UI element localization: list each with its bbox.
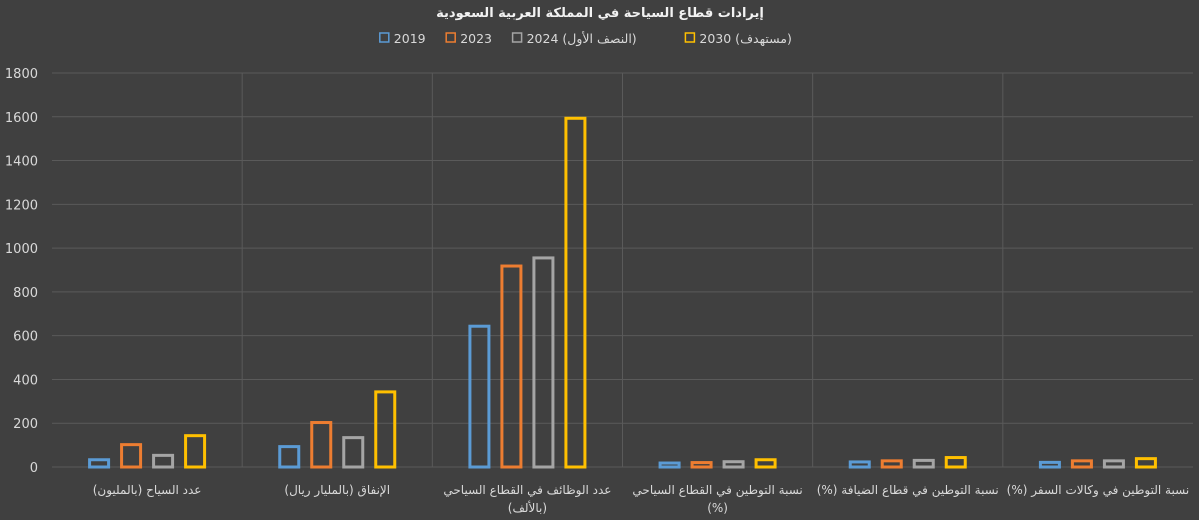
bar-2023-cat2 [310,421,333,469]
y-tick-label: 200 [13,417,38,432]
bar-2019-cat1 [88,458,111,469]
legend-label: 2024 (النصف الأول) [527,31,637,47]
bar-2030-cat1 [184,434,207,469]
bar-2024-cat2 [342,436,365,469]
bar-2024-cat4 [722,460,745,469]
y-axis: 0 200 400 600 800 1000 1200 1400 1600 1800 [5,67,38,476]
y-tick-label: 800 [13,286,38,301]
legend-swatch [445,32,456,43]
bar-2019-cat3 [468,324,491,469]
y-tick-label: 600 [13,330,38,345]
bar-2030-cat2 [374,390,397,469]
legend-item: 2030 (مستهدف) [684,31,792,47]
legend-label: 2030 (مستهدف) [699,31,791,47]
bar-2023-cat3 [500,264,523,469]
bar-2023-cat1 [120,443,143,469]
x-category-label: نسبة التوطين في وكالات السفر (%) [1007,483,1189,498]
y-tick-label: 0 [30,461,38,476]
x-category-label: (%) [707,501,728,515]
legend-item: 2024 (النصف الأول) [511,31,637,47]
x-category-label: عدد الوظائف في القطاع السياحي [443,483,611,498]
bar-2030-cat5 [944,456,967,469]
legend-label: 2023 [460,31,492,46]
y-tick-label: 1400 [5,155,38,170]
legend-swatch [684,32,696,43]
y-tick-label: 1800 [5,67,38,82]
bar-2024-cat3 [532,256,555,469]
gridlines [52,72,1193,468]
legend-label: 2019 [394,31,426,46]
y-tick-label: 400 [13,373,38,388]
bar-2030-cat6 [1134,457,1157,469]
legend-item: 2019 [379,31,426,46]
y-tick-label: 1600 [5,111,38,126]
x-category-label: (بالألف) [508,500,547,515]
y-tick-label: 1000 [5,242,38,257]
bar-2024-cat5 [912,458,935,469]
bar-2019-cat6 [1038,460,1061,469]
chart-title: إيرادات قطاع السياحة في المملكة العربية … [436,6,764,21]
x-category-label: نسبة التوطين في قطاع الضيافة (%) [817,483,999,498]
bar-2023-cat5 [880,459,903,469]
legend-item: 2023 [445,31,492,46]
legend: 2019 2023 2024 (النصف الأول) 2030 (مستهدف) [379,31,792,47]
bar-2023-cat6 [1070,459,1093,469]
x-category-label: نسبة التوطين في القطاع السياحي [632,483,802,498]
bar-2024-cat6 [1102,459,1125,469]
x-category-label: عدد السياح (بالمليون) [93,483,202,498]
legend-swatch [379,32,390,43]
bar-2019-cat2 [278,445,301,469]
bars [88,116,1157,469]
bar-2023-cat4 [690,461,713,469]
y-tick-label: 1200 [5,198,38,213]
x-category-label: الإنفاق (بالمليار ريال) [284,483,390,498]
legend-swatch [511,32,523,43]
bar-2019-cat4 [658,461,681,469]
bar-2030-cat3 [564,116,587,469]
bar-2019-cat5 [848,460,871,469]
bar-2024-cat1 [152,453,175,469]
bar-2030-cat4 [754,458,777,469]
x-axis: عدد السياح (بالمليون) الإنفاق (بالمليار ر… [93,483,1189,515]
